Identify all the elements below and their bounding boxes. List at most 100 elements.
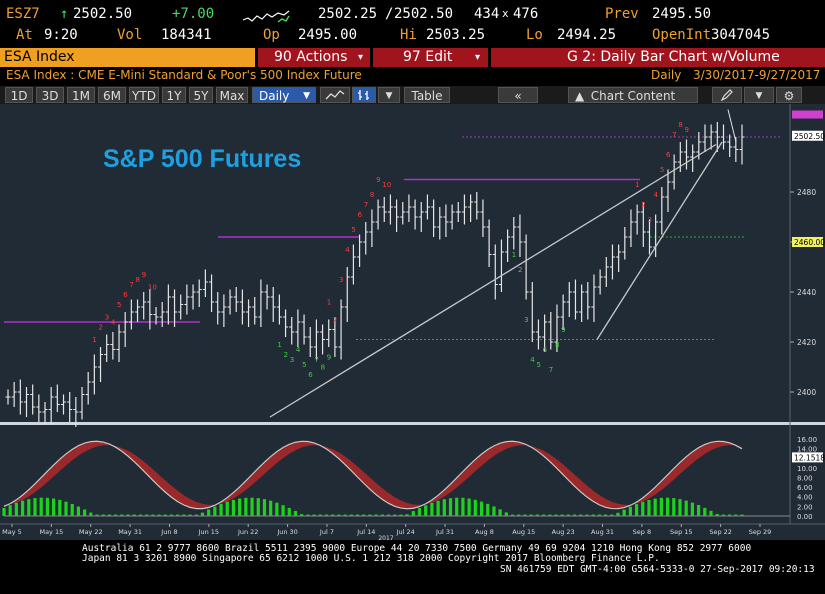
chart-title-bar[interactable]: G 2: Daily Bar Chart w/Volume bbox=[491, 48, 825, 67]
histogram-bar bbox=[610, 514, 614, 516]
td-count-label: 10 bbox=[382, 181, 391, 189]
vol-label: Vol bbox=[117, 27, 143, 43]
histogram-bar bbox=[455, 497, 459, 516]
histogram-bar bbox=[39, 497, 43, 516]
bar-chart-icon[interactable] bbox=[352, 87, 376, 103]
annotate-pen-icon[interactable] bbox=[712, 87, 742, 103]
gear-icon[interactable]: ⚙ bbox=[776, 87, 802, 103]
date-range[interactable]: 3/30/2017-9/27/2017 bbox=[693, 68, 821, 82]
chart-content-button[interactable]: ▲ Chart Content bbox=[568, 87, 698, 103]
last-price: 2502.50 bbox=[73, 6, 133, 22]
year-label: 2017 bbox=[378, 535, 393, 540]
chart-panel[interactable]: 1 2 3 4 5 6 7 8 9 10 1 2 3 4 5 6 7 8 9 10 1 2 3 4 5 6 7 8 9 1 2 3 4 5 6 7 8 9… bbox=[0, 104, 825, 542]
x-tick-label: May 22 bbox=[79, 528, 103, 536]
histogram-bar bbox=[504, 512, 508, 516]
histogram-bar bbox=[628, 506, 632, 516]
histogram-bar bbox=[70, 503, 74, 516]
table-button[interactable]: Table bbox=[404, 87, 450, 103]
histogram-bar bbox=[262, 499, 267, 516]
histogram-bar bbox=[634, 504, 639, 516]
histogram-bar bbox=[647, 499, 651, 516]
histogram-bar bbox=[386, 514, 391, 516]
range-5y-button[interactable]: 5Y bbox=[189, 87, 213, 103]
histogram-bar bbox=[207, 509, 211, 516]
x-tick-label: May 5 bbox=[2, 528, 22, 536]
histogram-bar bbox=[442, 499, 446, 516]
description-bar: ESA Index : CME E-Mini Standard & Poor's… bbox=[0, 67, 825, 84]
range-1y-button[interactable]: 1Y bbox=[162, 87, 186, 103]
histogram-bar bbox=[151, 514, 155, 516]
histogram-bar bbox=[715, 513, 719, 516]
chevron-down-icon[interactable]: ▼ bbox=[744, 87, 774, 103]
vol-value: 184341 bbox=[161, 27, 212, 43]
actions-menu[interactable]: 90 Actions ▾ bbox=[258, 48, 370, 67]
td-count-label: 7 bbox=[364, 201, 368, 209]
histogram-bar bbox=[517, 514, 521, 516]
histogram-bar bbox=[523, 514, 527, 516]
histogram-bar bbox=[548, 514, 552, 516]
td-count-label: 8 bbox=[555, 341, 559, 349]
x-tick-label: Jul 31 bbox=[435, 528, 454, 536]
histogram-bar bbox=[393, 514, 397, 516]
histogram-bar bbox=[107, 514, 112, 516]
histogram-bar bbox=[368, 514, 372, 516]
footer-contacts-1: Australia 61 2 9777 8600 Brazil 5511 239… bbox=[82, 543, 752, 554]
ticker[interactable]: ESZ7 bbox=[6, 6, 40, 22]
histogram-bar bbox=[405, 514, 409, 516]
bid-size: 434 bbox=[474, 6, 500, 22]
histogram-bar bbox=[727, 514, 732, 516]
range-3d-button[interactable]: 3D bbox=[36, 87, 64, 103]
y-tick-label: 2420 bbox=[797, 338, 816, 347]
range-ytd-button[interactable]: YTD bbox=[129, 87, 159, 103]
histogram-bar bbox=[498, 509, 502, 516]
histogram-bar bbox=[114, 514, 118, 516]
td-count-label: 4 bbox=[654, 191, 659, 199]
histogram-bar bbox=[597, 514, 601, 516]
td-count-label: 3 bbox=[290, 356, 294, 364]
range-1d-button[interactable]: 1D bbox=[5, 87, 33, 103]
security-field[interactable]: ESA Index bbox=[0, 48, 255, 67]
osc-tick-label: 6.00 bbox=[797, 484, 813, 492]
histogram-bar bbox=[324, 514, 329, 516]
histogram-bar bbox=[734, 514, 738, 516]
collapse-arrows-icon[interactable]: « bbox=[498, 87, 538, 103]
histogram-bar bbox=[27, 499, 31, 516]
td-count-label: 8 bbox=[136, 276, 140, 284]
histogram-bar bbox=[182, 514, 186, 516]
histogram-bar bbox=[709, 510, 713, 516]
up-arrow-icon: ↑ bbox=[60, 6, 69, 22]
chevron-down-icon[interactable]: ▼ bbox=[378, 87, 400, 103]
low-value: 2494.25 bbox=[557, 27, 617, 43]
price-tag bbox=[792, 237, 823, 247]
histogram-bar bbox=[14, 502, 19, 516]
chevron-down-icon: ▾ bbox=[358, 52, 364, 63]
range-max-button[interactable]: Max bbox=[216, 87, 248, 103]
x-tick-label: Jul 7 bbox=[319, 528, 334, 536]
td-count-label: 5 bbox=[660, 166, 664, 174]
line-chart-icon[interactable] bbox=[320, 87, 350, 103]
histogram-bar bbox=[399, 514, 403, 516]
range-6m-button[interactable]: 6M bbox=[98, 87, 126, 103]
security-description: ESA Index : CME E-Mini Standard & Poor's… bbox=[6, 68, 362, 82]
histogram-bar bbox=[616, 512, 620, 516]
bid-ask-separator: / bbox=[385, 6, 394, 22]
td-count-label: 2 bbox=[99, 324, 103, 332]
range-1m-button[interactable]: 1M bbox=[67, 87, 95, 103]
td-count-label: 4 bbox=[345, 246, 350, 254]
histogram-bar bbox=[684, 500, 688, 516]
td-count-label: 5 bbox=[117, 301, 121, 309]
histogram-bar bbox=[244, 497, 248, 516]
td-count-label: 6 bbox=[543, 346, 548, 354]
histogram-bar bbox=[603, 514, 608, 516]
menu-bar: ESA Index 90 Actions ▾ 97 Edit ▾ G 2: Da… bbox=[0, 48, 825, 67]
td-count-label: 1 bbox=[92, 336, 96, 344]
td-count-label: 5 bbox=[302, 361, 306, 369]
td-count-label: 8 bbox=[370, 191, 374, 199]
period-select[interactable]: Daily ▼ bbox=[252, 87, 316, 103]
x-tick-label: Jul 14 bbox=[356, 528, 375, 536]
size-separator: x bbox=[502, 7, 509, 20]
td-count-label: 8 bbox=[321, 364, 325, 372]
histogram-bar bbox=[275, 502, 279, 516]
edit-menu[interactable]: 97 Edit ▾ bbox=[373, 48, 488, 67]
